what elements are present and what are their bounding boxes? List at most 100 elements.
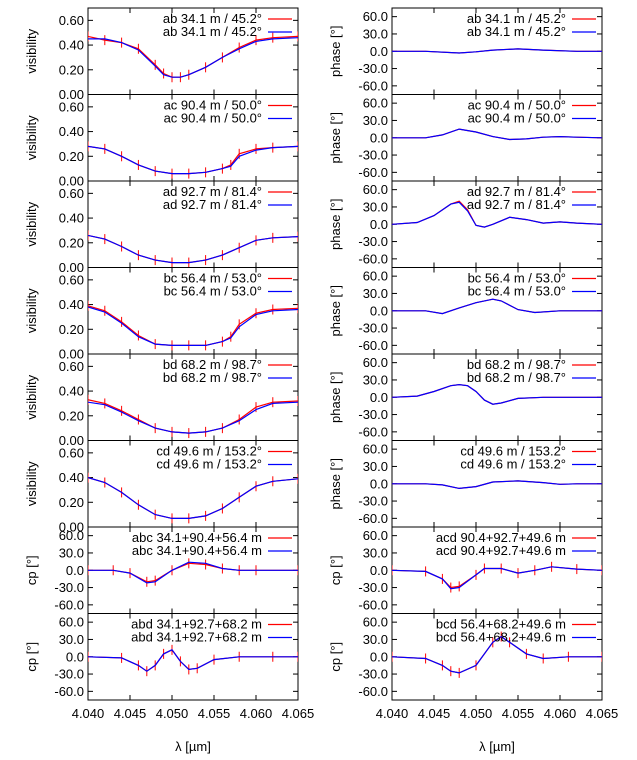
legend-label: bd 68.2 m / 98.7° (163, 357, 262, 372)
legend-label: abc 34.1+90.4+56.4 m (132, 543, 262, 558)
y-tick-label: 0.0 (370, 44, 388, 59)
y-tick-label: 0.60 (59, 186, 84, 201)
y-axis-label: phase [°] (328, 458, 343, 509)
series-line-1 (392, 383, 602, 405)
y-tick-label: -30.0 (358, 61, 388, 76)
legend-label: bc 56.4 m / 53.0° (164, 284, 262, 299)
plot-area (392, 631, 602, 678)
x-tick-label: 4.065 (282, 706, 315, 721)
x-tick-label: 4.065 (586, 706, 619, 721)
y-tick-label: 30.0 (59, 545, 84, 560)
legend-label: ac 90.4 m / 50.0° (468, 111, 566, 126)
y-tick-label: 0.0 (370, 476, 388, 491)
legend-label: ab 34.1 m / 45.2° (467, 11, 566, 26)
y-tick-label: 0.40 (59, 211, 84, 226)
y-tick-label: -30.0 (358, 148, 388, 163)
legend-label: ab 34.1 m / 45.2° (467, 24, 566, 39)
series-line-1 (392, 635, 602, 674)
x-tick-label: 4.060 (240, 706, 273, 721)
y-tick-label: 0.40 (59, 297, 84, 312)
panel-visibility-bd: 0.00 0.20 0.40 0.60 visibility bd 68.2 m / 98… (24, 353, 299, 448)
plot-area (88, 300, 298, 351)
y-tick-label: -30.0 (358, 580, 388, 595)
plot-area (88, 394, 298, 439)
y-tick-label: -30.0 (358, 321, 388, 336)
y-tick-label: 30.0 (363, 459, 388, 474)
y-tick-label: 0.20 (59, 495, 84, 510)
y-tick-label: -60.0 (358, 251, 388, 266)
panel-cp-bcd: 60.0 30.0 0.0 -30.0 -60.0 cp [°] bcd 56.4+68.2… (328, 613, 619, 721)
series-line-1 (392, 201, 602, 228)
panel-cp-acd: 60.0 30.0 0.0 -30.0 -60.0 cp [°] acd 90.4+92.7… (328, 526, 603, 614)
x-axis-label-right: λ [µm] (479, 739, 515, 754)
series-line-1 (88, 145, 298, 175)
plot-area (88, 644, 298, 677)
y-tick-label: 0.0 (66, 563, 84, 578)
y-tick-label: -60.0 (358, 165, 388, 180)
y-tick-label: 0.40 (59, 38, 84, 53)
plot-area (392, 383, 602, 405)
y-tick-label: 0.0 (370, 303, 388, 318)
panel-visibility-ad: 0.00 0.20 0.40 0.60 visibility ad 92.7 m / 81… (24, 180, 299, 275)
x-tick-label: 4.055 (198, 706, 231, 721)
y-axis-label: visibility (24, 28, 39, 73)
legend-label: cd 49.6 m / 153.2° (460, 444, 566, 459)
y-tick-label: 0.0 (370, 390, 388, 405)
x-tick-label: 4.045 (114, 706, 147, 721)
y-tick-label: 0.00 (59, 174, 84, 189)
legend-label: cd 49.6 m / 153.2° (460, 457, 566, 472)
y-tick-label: 0.20 (59, 408, 84, 423)
y-tick-label: -30.0 (54, 667, 84, 682)
y-tick-label: 60.0 (363, 442, 388, 457)
x-tick-label: 4.040 (376, 706, 409, 721)
y-tick-label: 0.00 (59, 433, 84, 448)
legend-label: cd 49.6 m / 153.2° (156, 444, 262, 459)
series-line-1 (392, 128, 602, 141)
plot-area (88, 472, 298, 524)
y-tick-label: -60.0 (358, 78, 388, 93)
legend-label: bd 68.2 m / 98.7° (163, 370, 262, 385)
panel-visibility-bc: 0.00 0.20 0.40 0.60 visibility bc 56.4 m / 53… (24, 267, 299, 362)
legend-label: bc 56.4 m / 53.0° (164, 271, 262, 286)
y-tick-label: 0.0 (370, 130, 388, 145)
y-tick-label: 0.40 (59, 470, 84, 485)
x-tick-label: 4.060 (544, 706, 577, 721)
y-tick-label: 60.0 (363, 269, 388, 284)
legend-label: ac 90.4 m / 50.0° (164, 98, 262, 113)
plot-area (392, 128, 602, 141)
y-tick-label: 30.0 (363, 372, 388, 387)
legend-label: bd 68.2 m / 98.7° (467, 370, 566, 385)
y-axis-label: phase [°] (328, 112, 343, 163)
legend-label: ab 34.1 m / 45.2° (163, 24, 262, 39)
y-tick-label: 30.0 (363, 199, 388, 214)
y-tick-label: 0.0 (370, 563, 388, 578)
plot-area (392, 48, 602, 54)
y-tick-label: 0.60 (59, 99, 84, 114)
y-tick-label: 60.0 (363, 528, 388, 543)
series-line-1 (88, 649, 298, 672)
y-tick-label: 60.0 (363, 355, 388, 370)
series-line-1 (392, 480, 602, 490)
legend-label: abd 34.1+92.7+68.2 m (131, 617, 262, 632)
series-line-1 (88, 234, 298, 264)
y-tick-label: 0.00 (59, 260, 84, 275)
y-tick-label: 0.60 (59, 359, 84, 374)
y-tick-label: -30.0 (358, 667, 388, 682)
series-line-0 (392, 298, 602, 315)
series-line-0 (88, 234, 298, 264)
legend-label: ac 90.4 m / 50.0° (468, 98, 566, 113)
y-axis-label: phase [°] (328, 372, 343, 423)
panel-phase-cd: 60.0 30.0 0.0 -30.0 -60.0 phase [°] cd 49.6 m … (328, 440, 603, 528)
series-line-1 (88, 37, 298, 78)
panel-visibility-ac: 0.00 0.20 0.40 0.60 visibility ac 90.4 m / 50… (24, 94, 299, 189)
legend-label: ad 92.7 m / 81.4° (163, 184, 262, 199)
panel-cp-abd: 60.0 30.0 0.0 -30.0 -60.0 cp [°] abd 34.1+92.7… (24, 613, 315, 721)
y-tick-label: 60.0 (59, 615, 84, 630)
plot-area (392, 480, 602, 490)
y-tick-label: 60.0 (363, 96, 388, 111)
y-axis-label: cp [°] (24, 642, 39, 672)
x-tick-label: 4.055 (502, 706, 535, 721)
panel-cp-abc: 60.0 30.0 0.0 -30.0 -60.0 cp [°] abc 34.1+90.4… (24, 526, 299, 614)
y-tick-label: 0.00 (59, 520, 84, 535)
panel-phase-ac: 60.0 30.0 0.0 -30.0 -60.0 phase [°] ac 90.4 m … (328, 94, 603, 182)
